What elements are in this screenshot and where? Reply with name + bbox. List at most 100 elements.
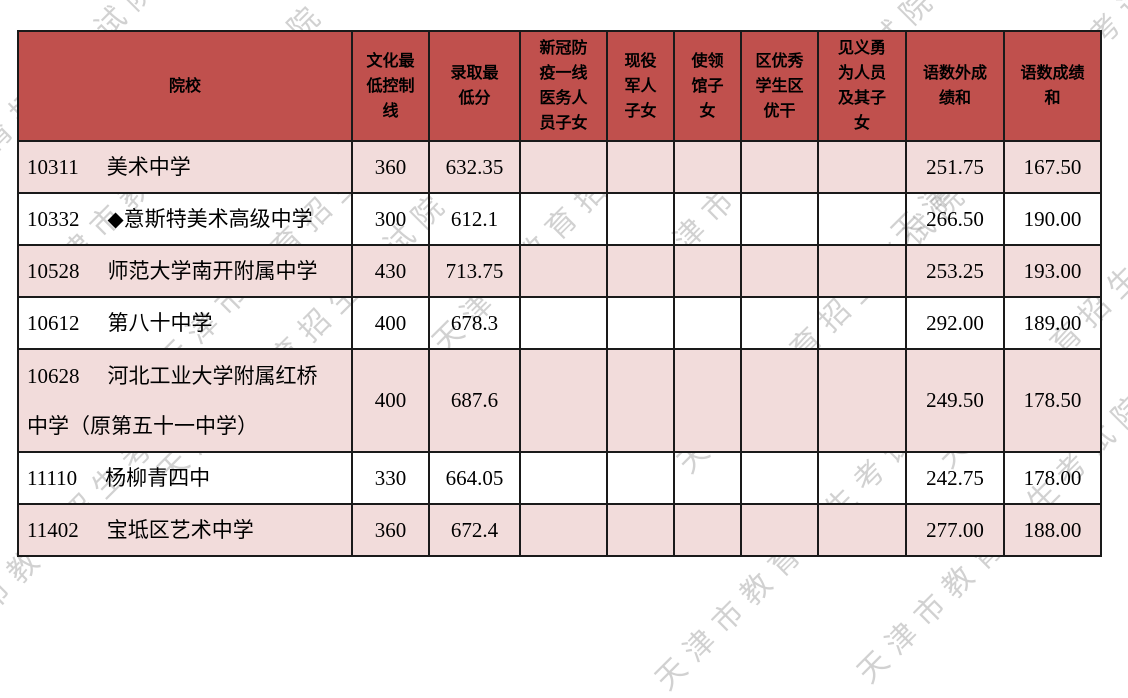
col-header-chn-math-eng-sum: 语数外成绩和	[905, 30, 1005, 142]
cell-military-children	[606, 192, 675, 246]
cell-military-children	[606, 348, 675, 453]
cell-covid-frontline-children	[519, 451, 608, 505]
cell-school: 10311 美术中学	[17, 140, 353, 194]
cell-min-control-line: 300	[351, 192, 430, 246]
col-header-active-military-children-label: 现役军人子女	[624, 52, 657, 120]
header-row: 院校 文化最低控制线 录取最低分 新冠防疫一线医务人员子女 现役军人子女 使领馆…	[17, 30, 1102, 142]
school-code: 10528	[27, 259, 80, 283]
col-header-bravery-personnel-children: 见义勇为人员及其子女	[817, 30, 907, 142]
table-row: 10332 ◆意斯特美术高级中学 300 612.1 266.50 190.00	[17, 192, 1102, 246]
cell-min-control-line: 360	[351, 503, 430, 557]
cell-chn-math-eng-sum: 266.50	[905, 192, 1005, 246]
col-header-district-outstanding-students: 区优秀学生区优干	[740, 30, 819, 142]
cell-embassy-children	[673, 348, 742, 453]
cell-min-control-line: 400	[351, 296, 430, 350]
col-header-covid-frontline-medical-children: 新冠防疫一线医务人员子女	[519, 30, 608, 142]
cell-min-admission-score: 713.75	[428, 244, 521, 298]
cell-chn-math-eng-sum: 277.00	[905, 503, 1005, 557]
cell-chn-math-eng-sum: 242.75	[905, 451, 1005, 505]
cell-bravery-children	[817, 348, 907, 453]
col-header-active-military-children: 现役军人子女	[606, 30, 675, 142]
cell-military-children	[606, 503, 675, 557]
school-name: 宝坻区艺术中学	[106, 518, 254, 542]
cell-bravery-children	[817, 192, 907, 246]
cell-military-children	[606, 244, 675, 298]
cell-embassy-children	[673, 451, 742, 505]
cell-embassy-children	[673, 503, 742, 557]
cell-embassy-children	[673, 192, 742, 246]
cell-min-control-line: 330	[351, 451, 430, 505]
cell-district-outstanding	[740, 503, 819, 557]
cell-embassy-children	[673, 244, 742, 298]
cell-military-children	[606, 451, 675, 505]
cell-min-admission-score: 632.35	[428, 140, 521, 194]
col-header-chn-math-sum: 语数成绩和	[1003, 30, 1102, 142]
cell-chn-math-eng-sum: 251.75	[905, 140, 1005, 194]
school-code: 10332	[27, 207, 80, 231]
col-header-culture-min-control-line-label: 文化最低控制线	[366, 52, 415, 120]
cell-chn-math-sum: 190.00	[1003, 192, 1102, 246]
cell-chn-math-eng-sum: 253.25	[905, 244, 1005, 298]
cell-chn-math-eng-sum: 249.50	[905, 348, 1005, 453]
cell-school: 11110 杨柳青四中	[17, 451, 353, 505]
col-header-bravery-personnel-children-label: 见义勇为人员及其子女	[837, 40, 886, 132]
cell-covid-frontline-children	[519, 503, 608, 557]
cell-bravery-children	[817, 244, 907, 298]
cell-district-outstanding	[740, 192, 819, 246]
school-code: 11402	[27, 518, 79, 542]
col-header-district-outstanding-students-label: 区优秀学生区优干	[755, 52, 804, 120]
school-code: 10612	[27, 311, 80, 335]
school-code: 11110	[27, 466, 78, 490]
cell-embassy-children	[673, 296, 742, 350]
table-row: 10528 师范大学南开附属中学 430 713.75 253.25 193.00	[17, 244, 1102, 298]
cell-district-outstanding	[740, 348, 819, 453]
cell-covid-frontline-children	[519, 244, 608, 298]
cell-bravery-children	[817, 503, 907, 557]
cell-min-control-line: 360	[351, 140, 430, 194]
school-code: 10311	[27, 155, 79, 179]
cell-covid-frontline-children	[519, 140, 608, 194]
table-row: 10612 第八十中学 400 678.3 292.00 189.00	[17, 296, 1102, 350]
table-row: 11110 杨柳青四中 330 664.05 242.75 178.00	[17, 451, 1102, 505]
cell-chn-math-eng-sum: 292.00	[905, 296, 1005, 350]
cell-min-admission-score: 664.05	[428, 451, 521, 505]
school-name: ◆意斯特美术高级中学	[107, 207, 313, 231]
table-row: 11402 宝坻区艺术中学 360 672.4 277.00 188.00	[17, 503, 1102, 557]
school-name: 师范大学南开附属中学	[107, 259, 318, 283]
cell-district-outstanding	[740, 451, 819, 505]
cell-min-admission-score: 678.3	[428, 296, 521, 350]
cell-district-outstanding	[740, 140, 819, 194]
col-header-covid-frontline-medical-children-label: 新冠防疫一线医务人员子女	[539, 40, 588, 132]
cell-military-children	[606, 140, 675, 194]
cell-chn-math-sum: 193.00	[1003, 244, 1102, 298]
cell-district-outstanding	[740, 244, 819, 298]
cell-chn-math-sum: 189.00	[1003, 296, 1102, 350]
cell-min-admission-score: 612.1	[428, 192, 521, 246]
cell-chn-math-sum: 188.00	[1003, 503, 1102, 557]
col-header-embassy-children: 使领馆子女	[673, 30, 742, 142]
school-name: 美术中学	[106, 155, 191, 179]
school-code: 10628	[27, 363, 80, 388]
school-name: 第八十中学	[107, 311, 213, 335]
cell-chn-math-sum: 178.00	[1003, 451, 1102, 505]
col-header-min-admission-score-label: 录取最低分	[450, 65, 499, 107]
table-row: 10628 河北工业大学附属红桥中学（原第五十一中学） 400 687.6 249…	[17, 348, 1102, 453]
col-header-chn-math-eng-sum-label: 语数外成绩和	[922, 65, 987, 107]
cell-min-control-line: 430	[351, 244, 430, 298]
cell-school: 11402 宝坻区艺术中学	[17, 503, 353, 557]
cell-bravery-children	[817, 140, 907, 194]
col-header-school-label: 院校	[168, 77, 201, 95]
cell-embassy-children	[673, 140, 742, 194]
cell-covid-frontline-children	[519, 348, 608, 453]
col-header-school: 院校	[17, 30, 353, 142]
school-name: 河北工业大学附属红桥中学（原第五十一中学）	[27, 363, 318, 438]
cell-covid-frontline-children	[519, 296, 608, 350]
col-header-chn-math-sum-label: 语数成绩和	[1020, 65, 1085, 107]
cell-min-admission-score: 687.6	[428, 348, 521, 453]
cell-school: 10332 ◆意斯特美术高级中学	[17, 192, 353, 246]
cell-school: 10528 师范大学南开附属中学	[17, 244, 353, 298]
cell-school: 10612 第八十中学	[17, 296, 353, 350]
cell-school: 10628 河北工业大学附属红桥中学（原第五十一中学）	[17, 348, 353, 453]
cell-bravery-children	[817, 296, 907, 350]
